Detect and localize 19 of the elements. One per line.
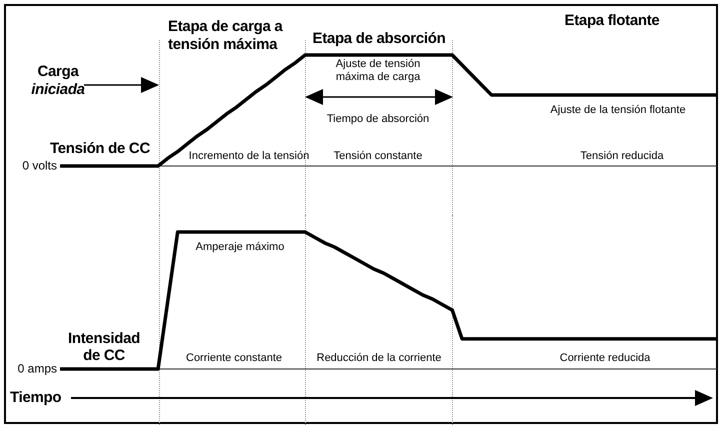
text: Etapa flotante — [564, 12, 660, 30]
y-axis-title: Tensión de CC — [49, 140, 151, 158]
annotation: Ajuste de la tensión flotante — [549, 104, 687, 118]
y-axis-title: Intensidad de CC — [66, 330, 141, 364]
ref-line-label: 0 amps — [18, 361, 57, 376]
annotation: Ajuste de tensión máxima de carga — [334, 58, 422, 84]
annotation: Reducción de la corriente — [316, 352, 442, 366]
annotation: Amperaje máximo — [194, 241, 286, 254]
annotation: Tensión constante — [332, 150, 424, 164]
x-axis-title: Tiempo — [10, 389, 62, 406]
annotation: Tensión reducida — [579, 150, 665, 164]
ref-line-label: 0 volts — [22, 158, 57, 172]
text: Etapa de absorción — [312, 30, 446, 48]
annotation: Incremento de la tensión — [188, 150, 310, 164]
annotation: Corriente constante — [185, 352, 283, 366]
text: Etapa de carga a tensión máxima — [168, 18, 284, 54]
annotation: Tiempo de absorción — [326, 113, 430, 126]
annotation: Corriente reducida — [558, 352, 652, 366]
annotation: Carga iniciada — [31, 63, 85, 98]
